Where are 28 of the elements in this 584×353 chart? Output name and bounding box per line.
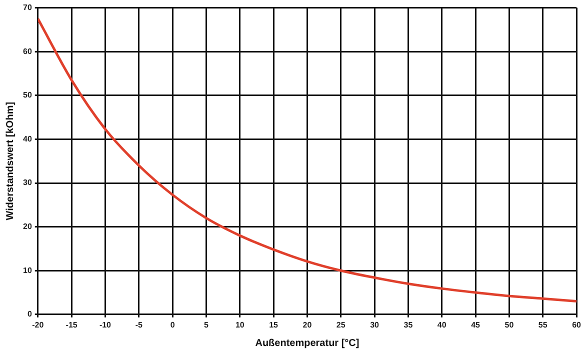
x-tick-label: 45: [471, 320, 481, 330]
line-series: [38, 18, 577, 303]
y-axis-title: Widerstandswert [kOhm]: [4, 102, 16, 220]
x-tick-label: 25: [336, 320, 346, 330]
x-tick-label: 35: [404, 320, 414, 330]
y-tick-label: 10: [22, 266, 32, 275]
x-tick-label: 40: [437, 320, 447, 330]
y-tick-label: 20: [22, 222, 32, 232]
x-tick-label: 5: [204, 320, 209, 330]
x-tick-label: 50: [504, 320, 514, 330]
x-tick-label: 20: [302, 320, 312, 330]
x-tick-label: 0: [170, 320, 176, 330]
x-tick-label: -5: [135, 320, 143, 330]
x-tick-label: 10: [235, 320, 245, 330]
y-tick-label: 0: [27, 310, 32, 319]
y-tick-label: 40: [22, 134, 32, 144]
x-tick-label: -20: [32, 320, 44, 330]
x-tick-label: -10: [99, 320, 112, 330]
x-axis-title: Außentemperatur [°C]: [255, 338, 360, 349]
y-tick-label: 50: [22, 90, 32, 100]
x-tick-label: 30: [370, 320, 380, 330]
x-tick-label: 60: [572, 320, 582, 330]
x-tick-label: 55: [538, 320, 548, 330]
x-tick-label: -15: [66, 320, 78, 330]
y-tick-label: 60: [22, 46, 32, 56]
y-tick-label: 70: [22, 3, 32, 12]
y-tick-label: 30: [22, 178, 32, 188]
x-tick-label: 15: [269, 320, 279, 330]
